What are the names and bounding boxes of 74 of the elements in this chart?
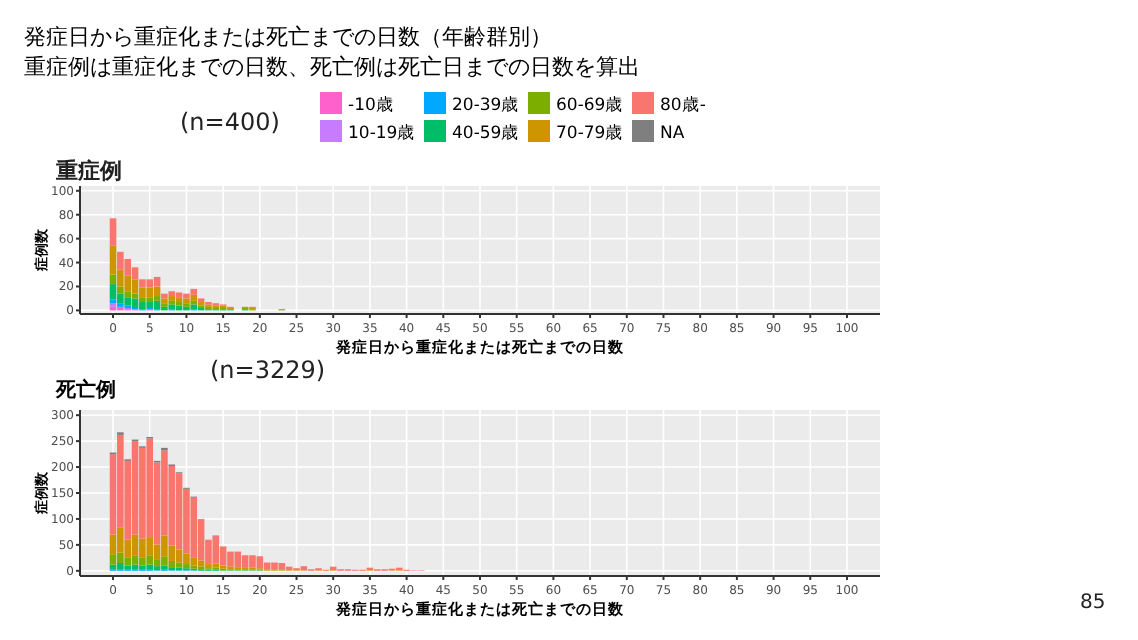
bar [131,279,139,294]
bar [190,288,198,295]
bar [117,563,124,570]
bar [139,297,146,303]
bar [139,279,146,288]
bar [168,291,176,297]
bar [109,554,117,565]
bar [117,552,124,564]
bar [124,275,132,292]
bar [146,279,154,288]
bar [271,562,278,570]
legend-label: 80歳- [660,94,706,116]
bar [190,294,198,301]
bar [139,538,146,558]
bar [153,544,161,560]
bar [124,557,132,566]
bar [146,438,154,538]
bar [241,555,249,568]
bar [131,555,139,565]
bar [161,556,168,566]
bar [161,298,168,304]
bar [146,287,154,298]
legend-label: 20-39歳 [452,94,520,116]
bar [139,302,146,310]
bar [183,298,190,304]
legend-label: 70-79歳 [556,122,624,144]
legend-label: 10-19歳 [348,122,416,144]
bar [168,304,176,310]
bar [175,297,183,303]
text: 重症例 [54,158,122,184]
bar [124,297,132,306]
legend-label: NA [660,124,685,144]
bar [175,473,183,550]
bar [146,537,154,556]
bar [190,497,198,558]
bar [117,527,124,553]
bar [109,218,117,246]
bar [175,549,183,563]
bar [256,556,264,569]
bar [190,304,198,310]
bar [139,557,146,566]
chart-title: 発症日から重症化または死亡までの日数（年齢群別） [24,24,552,50]
bar [168,560,176,568]
bar [153,286,161,297]
text: (n=3229) [210,356,326,384]
bar [109,284,117,300]
legend-label: 40-59歳 [452,122,520,144]
legend-label: -10歳 [348,94,394,116]
bar [146,297,154,303]
bar [161,535,168,557]
bar [146,555,154,565]
chart-title: 死亡例 [54,378,116,402]
bar [190,557,198,566]
bar [212,536,220,564]
bar [175,292,183,298]
text: (n=400) [180,108,280,136]
bar [234,551,242,568]
bar [146,564,154,570]
bar [131,267,139,280]
bar [124,291,132,298]
chart-subtitle: 重症例は重症化までの日数、死亡例は死亡日までの日数を算出 [24,54,640,80]
bar [139,447,146,539]
legend-label: 60-69歳 [556,94,624,116]
bar [183,553,190,565]
bar [197,560,205,567]
bar [227,551,234,567]
bar [131,441,139,535]
bar [117,286,124,294]
bar [139,287,146,298]
bar [117,251,124,270]
bar [146,302,154,309]
bar [249,555,256,568]
bar [124,258,132,276]
bar [131,298,139,309]
